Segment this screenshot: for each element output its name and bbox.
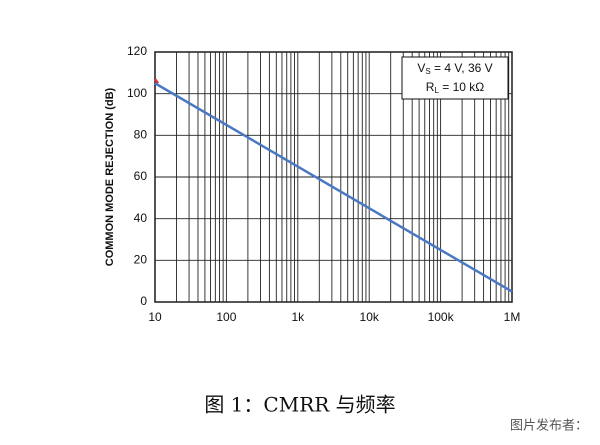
caption: 图 1：CMRR 与频率 bbox=[204, 393, 395, 417]
x-tick-label: 10 bbox=[148, 310, 162, 324]
x-tick-label: 1k bbox=[291, 310, 305, 324]
annotation-main: R bbox=[426, 80, 435, 94]
annotation-rest: = 4 V, 36 V bbox=[431, 61, 493, 75]
annotation: RL = 10 kΩ bbox=[426, 80, 484, 95]
y-tick-label: 20 bbox=[134, 253, 148, 267]
annotation-sub: L bbox=[434, 86, 439, 95]
annotation-main: V bbox=[417, 61, 425, 75]
y-tick-label: 100 bbox=[127, 86, 147, 100]
y-axis-label: COMMON MODE REJECTION (dB) bbox=[104, 87, 116, 266]
annotation-rest: = 10 kΩ bbox=[439, 80, 484, 94]
x-tick-label: 100 bbox=[216, 310, 236, 324]
y-tick-label: 80 bbox=[134, 128, 148, 142]
y-tick-label: 40 bbox=[134, 211, 148, 225]
y-tick-label: 120 bbox=[127, 44, 147, 58]
x-tick-label: 100k bbox=[428, 310, 455, 324]
annotation-box bbox=[401, 56, 509, 100]
x-axis-label: FREQUENCY (Hz) bbox=[287, 329, 380, 341]
series-line bbox=[153, 78, 159, 84]
y-tick-label: 0 bbox=[140, 294, 147, 308]
x-tick-label: 1M bbox=[504, 310, 521, 324]
annotation: VS = 4 V, 36 V bbox=[417, 61, 492, 76]
x-tick-label: 10k bbox=[360, 310, 380, 324]
publisher: 图片发布者： bbox=[510, 417, 588, 432]
series-line bbox=[154, 82, 513, 293]
y-tick-label: 60 bbox=[134, 169, 148, 183]
annotation-sub: S bbox=[425, 67, 430, 76]
